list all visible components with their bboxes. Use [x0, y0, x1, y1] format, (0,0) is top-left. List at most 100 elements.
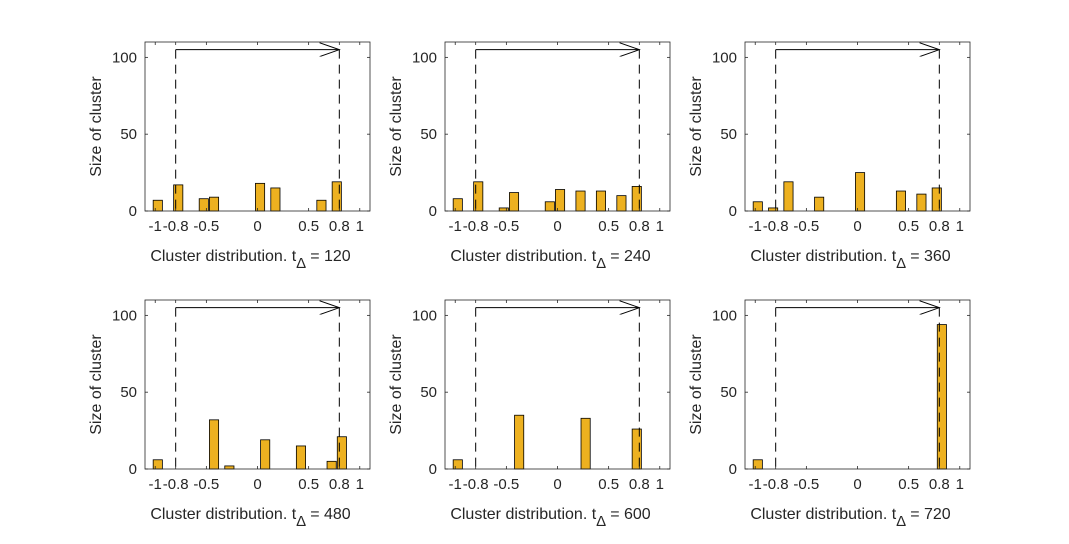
bar: [631, 428, 642, 470]
x-tick-label: 0: [553, 476, 561, 493]
x-tick-label: 0: [253, 218, 261, 235]
x-tick-label: -0.5: [493, 476, 519, 493]
x-axis-label-subscript: Δ: [296, 513, 306, 530]
x-tick-label: 0.8: [929, 218, 950, 235]
subplot-1: -1 -0.8 -0.5 0 0.5 0.8 1 0 50 100 Size of cluster C…: [88, 41, 371, 272]
x-axis-label-value: = 600: [610, 506, 651, 523]
bar: [173, 184, 184, 212]
bar: [209, 419, 220, 470]
y-tick-label: 50: [720, 384, 737, 401]
x-tick-label: -0.5: [193, 218, 219, 235]
x-axis-label-text: Cluster distribution. t: [450, 248, 596, 265]
y-tick-label: 0: [729, 203, 737, 220]
bar: [152, 199, 163, 212]
x-tick-label: 0.8: [629, 218, 650, 235]
bar: [595, 190, 606, 212]
y-tick-label: 50: [420, 384, 437, 401]
x-tick-label: 1: [656, 476, 664, 493]
bar: [555, 189, 566, 212]
bar: [783, 181, 794, 212]
x-tick-label: 0.5: [598, 476, 619, 493]
subplot-5: -1 -0.8 -0.5 0 0.5 0.8 1 0 50 100 Size of cluster C…: [388, 299, 671, 530]
x-tick-label: 0: [853, 476, 861, 493]
x-axis-label: Cluster distribution. tΔ = 720: [750, 506, 950, 530]
bar: [580, 417, 591, 470]
subplot-6: -1 -0.8 -0.5 0 0.5 0.8 1 0 50 100 Size of cluster C…: [688, 299, 971, 530]
y-tick-label: 100: [712, 307, 737, 324]
x-axis-label-value: = 480: [310, 506, 351, 523]
x-tick-label: -1: [749, 218, 762, 235]
bar: [260, 439, 271, 470]
y-tick-label: 100: [112, 49, 137, 66]
x-tick-label: 0.8: [629, 476, 650, 493]
x-tick-label: 1: [356, 476, 364, 493]
bar: [326, 460, 337, 470]
x-tick-label: 0.5: [898, 476, 919, 493]
y-tick-label: 100: [712, 49, 737, 66]
x-tick-label: -1: [749, 476, 762, 493]
x-tick-label: 1: [956, 218, 964, 235]
bar: [509, 192, 520, 212]
bar: [452, 198, 463, 212]
bar: [473, 181, 484, 212]
x-tick-label: -0.8: [763, 476, 789, 493]
x-axis-label-text: Cluster distribution. t: [150, 248, 296, 265]
x-tick-label: 0.5: [598, 218, 619, 235]
bar: [152, 459, 163, 470]
x-tick-label: -1: [449, 476, 462, 493]
x-axis-label-subscript: Δ: [296, 255, 306, 272]
bar: [270, 187, 281, 212]
x-tick-label: -0.5: [493, 218, 519, 235]
x-axis-label: Cluster distribution. tΔ = 240: [450, 248, 650, 272]
x-tick-label: 0.5: [298, 476, 319, 493]
y-tick-label: 0: [129, 203, 137, 220]
y-tick-label: 0: [729, 461, 737, 478]
x-axis-label-text: Cluster distribution. t: [750, 248, 896, 265]
bar: [209, 196, 220, 212]
x-tick-label: -0.8: [463, 218, 489, 235]
bar: [224, 465, 235, 470]
bar: [814, 196, 825, 212]
bar: [331, 181, 342, 212]
x-axis-label-value: = 120: [310, 248, 351, 265]
x-axis-label: Cluster distribution. tΔ = 600: [450, 506, 650, 530]
plot-area: [145, 300, 370, 469]
x-tick-label: 0.8: [329, 218, 350, 235]
y-tick-label: 50: [120, 126, 137, 143]
x-tick-label: 1: [656, 218, 664, 235]
x-tick-label: 0.8: [929, 476, 950, 493]
bar: [336, 436, 347, 470]
subplot-3: -1 -0.8 -0.5 0 0.5 0.8 1 0 50 100 Size of cluster C…: [688, 41, 971, 272]
x-tick-label: -1: [149, 476, 162, 493]
bar: [295, 445, 306, 470]
y-tick-label: 0: [429, 461, 437, 478]
x-axis-label-text: Cluster distribution. t: [150, 506, 296, 523]
y-axis-label: Size of cluster: [688, 334, 705, 435]
y-tick-label: 100: [112, 307, 137, 324]
x-tick-label: 0: [553, 218, 561, 235]
y-tick-label: 100: [412, 49, 437, 66]
x-tick-label: -0.5: [793, 218, 819, 235]
bar: [544, 201, 555, 212]
subplot-4: -1 -0.8 -0.5 0 0.5 0.8 1 0 50 100 Size of cluster C…: [88, 299, 371, 530]
y-tick-label: 0: [129, 461, 137, 478]
bar: [752, 201, 763, 212]
bar: [855, 172, 866, 212]
bar: [514, 414, 525, 470]
x-tick-label: 1: [956, 476, 964, 493]
bar: [575, 190, 586, 212]
bar: [936, 324, 947, 470]
bar: [631, 186, 642, 212]
bar: [498, 207, 509, 212]
plot-area: [745, 300, 970, 469]
x-tick-label: -0.8: [163, 218, 189, 235]
bar: [916, 193, 927, 212]
x-tick-label: -1: [449, 218, 462, 235]
bar: [768, 207, 779, 212]
x-axis-label-subscript: Δ: [596, 255, 606, 272]
bar: [752, 459, 763, 470]
y-axis-label: Size of cluster: [388, 76, 405, 177]
x-axis-label-value: = 720: [910, 506, 951, 523]
x-axis-label: Cluster distribution. tΔ = 120: [150, 248, 350, 272]
